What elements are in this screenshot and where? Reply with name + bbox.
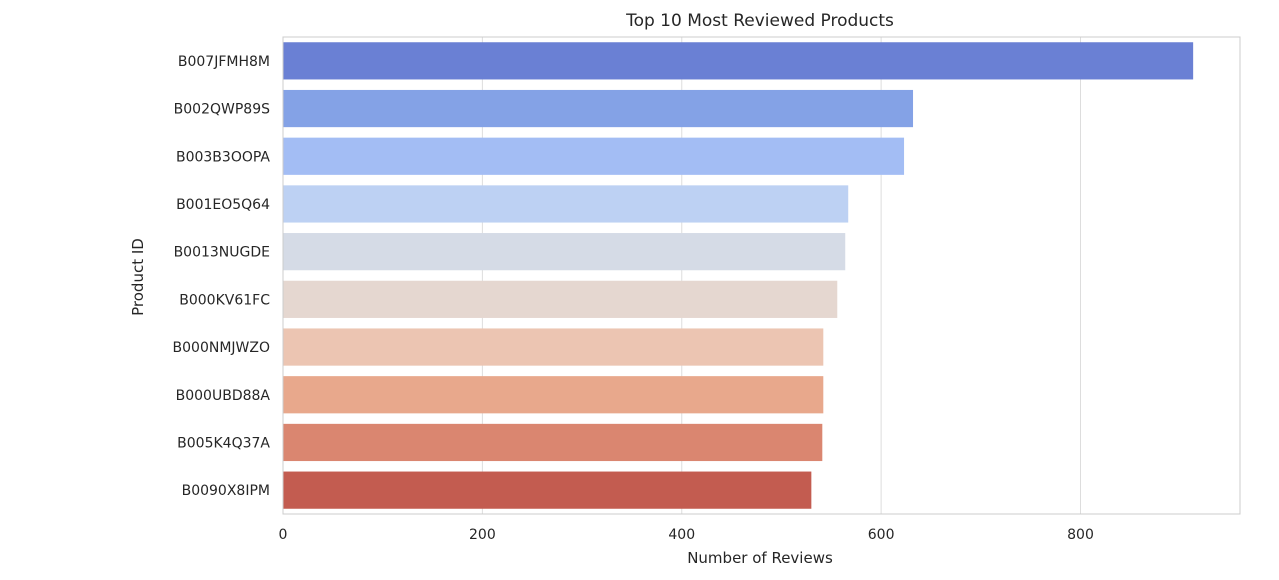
x-tick-label: 600: [868, 527, 895, 543]
y-tick-label: B000NMJWZO: [173, 340, 270, 356]
bar: [283, 185, 849, 223]
bar: [283, 280, 838, 318]
x-tick-label: 800: [1067, 527, 1094, 543]
chart-title: Top 10 Most Reviewed Products: [625, 11, 894, 31]
bar: [283, 376, 824, 414]
y-tick-label: B0090X8IPM: [182, 483, 270, 499]
y-tick-label: B0013NUGDE: [174, 245, 270, 261]
x-tick-labels: 0 200 400 600 800: [279, 527, 1094, 543]
y-tick-label: B007JFMH8M: [178, 54, 270, 70]
bar: [283, 471, 812, 509]
y-tick-labels: B007JFMH8M B002QWP89S B003B3OOPA B001EO5Q64…: [173, 54, 271, 499]
y-tick-label: B000KV61FC: [179, 292, 270, 308]
y-axis-label: Product ID: [129, 238, 147, 316]
x-tick-label: 400: [668, 527, 695, 543]
plot-frame: [282, 36, 1241, 515]
x-tick-label: 0: [279, 527, 288, 543]
y-tick-label: B001EO5Q64: [176, 197, 270, 213]
bar: [283, 89, 914, 128]
bar: [283, 233, 846, 271]
x-tick-label: 200: [469, 527, 496, 543]
bar: [283, 42, 1194, 80]
y-tick-label: B000UBD88A: [176, 388, 271, 404]
bars: [283, 42, 1194, 509]
bar: [283, 328, 824, 366]
y-tick-label: B003B3OOPA: [176, 149, 270, 165]
bar: [283, 137, 905, 175]
y-tick-label: B005K4Q37A: [177, 435, 270, 451]
bar: [283, 423, 823, 462]
y-tick-label: B002QWP89S: [174, 102, 270, 118]
x-axis-label: Number of Reviews: [687, 549, 833, 567]
